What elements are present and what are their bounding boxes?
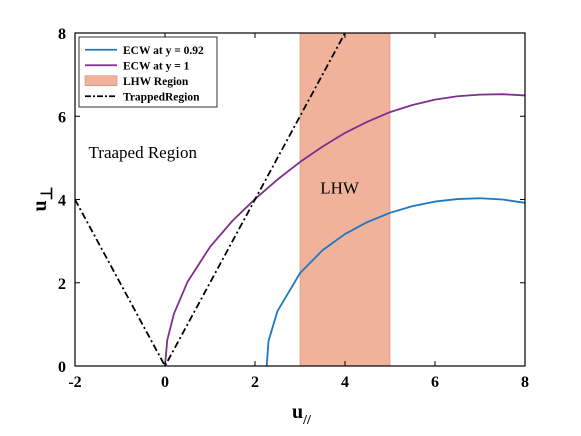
series-line-3 [75, 33, 346, 366]
legend-label: LHW Region [123, 76, 189, 88]
annotations: Traaped Region LHW [89, 143, 360, 197]
legend-label: ECW at y = 0.92 [123, 45, 204, 57]
legend: ECW at y = 0.92 ECW at y = 1 LHW Region Tra… [78, 36, 218, 108]
x-tick-label: 2 [251, 374, 259, 391]
y-tick-label: 0 [58, 359, 66, 376]
legend-label: ECW at y = 1 [123, 60, 190, 72]
region-lhw-region [299, 33, 391, 366]
annotation-label: LHW [320, 178, 360, 197]
x-tick-label: 8 [521, 374, 529, 391]
legend-swatch [84, 75, 118, 87]
axis-labels: u// u⊥ [29, 186, 312, 428]
plot-area [75, 33, 525, 366]
legend-box [78, 36, 218, 108]
legend-label: TrappedRegion [123, 91, 200, 103]
y-tick-label: 8 [58, 26, 66, 43]
x-tick-label: -2 [68, 374, 81, 391]
annotation-label: Traaped Region [89, 143, 198, 162]
y-tick-label: 6 [58, 109, 66, 126]
x-tick-label: 4 [341, 374, 349, 391]
x-axis-label: u// [292, 401, 312, 428]
series-line-2 [164, 93, 525, 366]
series-line-1 [265, 197, 525, 366]
x-tick-label: 6 [431, 374, 439, 391]
x-tick-label: 0 [161, 374, 169, 391]
y-tick-label: 2 [58, 276, 66, 293]
y-tick-label: 4 [58, 193, 66, 210]
y-axis-label: u⊥ [29, 186, 56, 211]
